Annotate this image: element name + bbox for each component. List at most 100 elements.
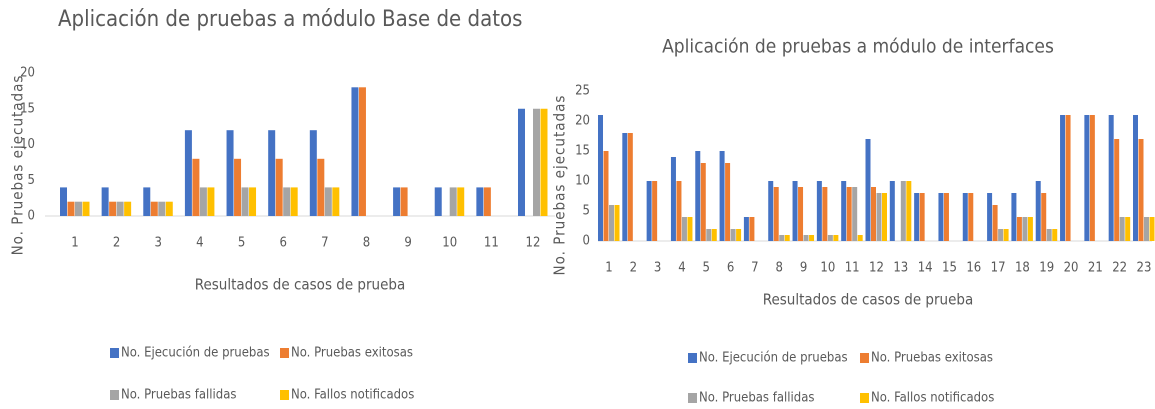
bar: [743, 217, 749, 241]
y-tick-label: 15: [575, 144, 590, 159]
bar: [1119, 217, 1125, 241]
bar: [919, 193, 925, 241]
bar: [798, 187, 804, 241]
x-tick-label: 15: [942, 261, 957, 276]
bar: [865, 139, 871, 241]
bar: [938, 193, 944, 241]
bar: [199, 187, 207, 216]
x-tick-label: 6: [279, 236, 286, 251]
bar: [889, 181, 895, 241]
bar: [706, 229, 712, 241]
x-tick-label: 5: [703, 261, 710, 276]
bar: [351, 87, 359, 216]
x-tick-label: 16: [966, 261, 981, 276]
bar: [603, 151, 609, 241]
bar: [158, 201, 166, 216]
bar: [609, 205, 614, 241]
y-tick-label: 0: [583, 234, 590, 249]
legend-swatch: [280, 348, 289, 358]
bar: [165, 201, 173, 216]
y-tick-label: 0: [28, 209, 35, 224]
x-tick-label: 18: [1015, 261, 1030, 276]
y-tick-label: 15: [20, 101, 35, 116]
bar: [1011, 193, 1017, 241]
legend-swatch: [110, 348, 119, 358]
bar: [681, 217, 687, 241]
bar: [60, 187, 67, 216]
bar: [309, 130, 317, 216]
bar: [900, 181, 906, 241]
legend-swatch: [860, 393, 869, 403]
bar: [518, 108, 525, 216]
x-tick-label: 1: [605, 261, 612, 276]
bar: [1133, 115, 1138, 241]
legend-label: No. Ejecución de pruebas: [699, 351, 848, 366]
bar: [779, 235, 785, 241]
bar: [109, 201, 117, 216]
bar: [841, 181, 847, 241]
legend-swatch: [110, 390, 119, 400]
bar: [827, 235, 833, 241]
bar: [816, 181, 822, 241]
x-tick-label: 4: [196, 236, 203, 251]
y-tick-label: 5: [583, 204, 590, 219]
bar: [652, 181, 658, 241]
x-tick-label: 10: [442, 236, 457, 251]
bar: [1027, 217, 1033, 241]
bar: [124, 201, 132, 216]
bar: [358, 87, 366, 216]
x-tick-label: 9: [404, 236, 411, 251]
bar: [687, 217, 693, 241]
bar: [1003, 229, 1009, 241]
bar: [998, 229, 1004, 241]
bar: [719, 151, 725, 241]
bar: [1016, 217, 1022, 241]
x-tick-label: 8: [776, 261, 783, 276]
bar: [670, 157, 676, 241]
bar: [792, 181, 798, 241]
x-axis-title: Resultados de casos de prueba: [763, 291, 973, 309]
x-tick-label: 11: [845, 261, 860, 276]
bar: [290, 187, 298, 216]
bar: [234, 158, 242, 216]
bar: [992, 205, 998, 241]
legend-swatch: [280, 390, 289, 400]
bar: [476, 187, 484, 216]
bar: [968, 193, 974, 241]
x-tick-label: 7: [751, 261, 758, 276]
bar: [457, 187, 465, 216]
bar: [700, 163, 706, 241]
bar: [822, 187, 828, 241]
bar: [226, 130, 234, 216]
y-tick-label: 5: [28, 173, 35, 188]
x-tick-label: 6: [727, 261, 734, 276]
bar: [914, 193, 920, 241]
bar: [116, 201, 124, 216]
bar: [1060, 115, 1066, 241]
bar: [1138, 139, 1144, 241]
x-tick-label: 2: [630, 261, 637, 276]
bar: [101, 187, 109, 216]
bar: [317, 158, 325, 216]
x-tick-label: 11: [484, 236, 499, 251]
x-tick-label: 7: [321, 236, 328, 251]
x-tick-label: 3: [654, 261, 661, 276]
bar: [192, 158, 200, 216]
bar: [803, 235, 809, 241]
bar: [449, 187, 457, 216]
bar: [627, 133, 633, 241]
bar: [184, 130, 192, 216]
bar: [332, 187, 340, 216]
legend-label: No. Pruebas fallidas: [121, 388, 236, 403]
bar: [1089, 115, 1095, 241]
bar: [1108, 115, 1114, 241]
y-tick-label: 20: [575, 114, 590, 129]
bar: [249, 187, 257, 216]
bar: [540, 108, 548, 216]
bar: [1035, 181, 1041, 241]
bar: [784, 235, 790, 241]
x-tick-label: 9: [800, 261, 807, 276]
bar: [393, 187, 401, 216]
x-tick-label: 5: [238, 236, 245, 251]
x-tick-label: 13: [893, 261, 908, 276]
